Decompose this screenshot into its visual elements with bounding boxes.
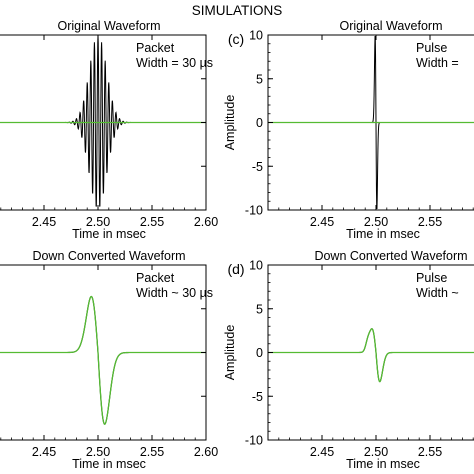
x-tick-label: 2.45 (310, 215, 334, 229)
x-tick-label: 2.45 (32, 215, 56, 229)
x-tick-label: 2.50 (86, 215, 110, 229)
panel-title: Down Converted Waveform (314, 249, 467, 263)
panel-title: Down Converted Waveform (32, 249, 185, 263)
series-line-1 (268, 328, 474, 383)
x-tick-label: 2.55 (418, 215, 442, 229)
y-tick-label: -5 (252, 160, 263, 174)
y-tick-label: -10 (245, 204, 263, 218)
y-tick-label: -5 (252, 390, 263, 404)
annotation-text: Width = 30 µs (136, 56, 213, 70)
x-axis-label: Time in msec (72, 457, 146, 471)
annotation-text: Pulse (416, 41, 447, 55)
x-tick-label: 2.60 (194, 445, 218, 459)
x-tick-label: 2.45 (310, 445, 334, 459)
panel-label: (d) (227, 261, 244, 277)
y-tick-label: 0 (256, 346, 263, 360)
annotation-text: Width ~ (416, 286, 459, 300)
panel-title: Original Waveform (57, 19, 160, 33)
y-axis-label: Amplitude (223, 325, 237, 381)
panel-label: (c) (228, 31, 244, 47)
x-tick-label: 2.55 (418, 445, 442, 459)
x-tick-label: 2.45 (32, 445, 56, 459)
x-tick-label: 2.50 (364, 215, 388, 229)
x-axis-label: Time in msec (346, 227, 420, 241)
chart-panel-2: 2.45 2.50 2.55 -10 -5 0 5 10 Original Waveform Ti… (223, 19, 474, 241)
x-tick-label: 2.55 (140, 215, 164, 229)
panel-title: Original Waveform (339, 19, 442, 33)
x-axis-label: Time in msec (72, 227, 146, 241)
y-tick-label: -10 (245, 434, 263, 448)
y-tick-label: 5 (256, 72, 263, 86)
y-tick-label: 0 (256, 116, 263, 130)
annotation-text: Width = (416, 56, 459, 70)
y-axis-label: Amplitude (223, 95, 237, 151)
x-tick-label: 2.55 (140, 445, 164, 459)
series-line-2 (268, 328, 474, 383)
x-tick-label: 2.60 (194, 215, 218, 229)
annotation-text: Packet (136, 41, 175, 55)
series-line-1 (0, 295, 206, 425)
annotation-text: Width ~ 30 µs (136, 286, 213, 300)
y-tick-label: 10 (249, 29, 263, 43)
y-tick-label: 5 (256, 302, 263, 316)
x-axis-label: Time in msec (346, 457, 420, 471)
chart-panel-1: 2.45 2.50 2.55 2.60 Original Waveform Time in… (0, 19, 218, 241)
y-tick-label: 10 (249, 259, 263, 273)
x-tick-label: 2.50 (86, 445, 110, 459)
annotation-text: Pulse (416, 271, 447, 285)
series-line-2 (0, 295, 206, 425)
x-tick-label: 2.50 (364, 445, 388, 459)
chart-panel-3: 2.45 2.50 2.55 2.60 Down Converted Waveform T… (0, 249, 218, 471)
figure-title: SIMULATIONS (192, 3, 283, 18)
chart-panel-4: 2.45 2.50 2.55 -10 -5 0 5 10 Down Converted Wave… (223, 249, 474, 471)
annotation-text: Packet (136, 271, 175, 285)
